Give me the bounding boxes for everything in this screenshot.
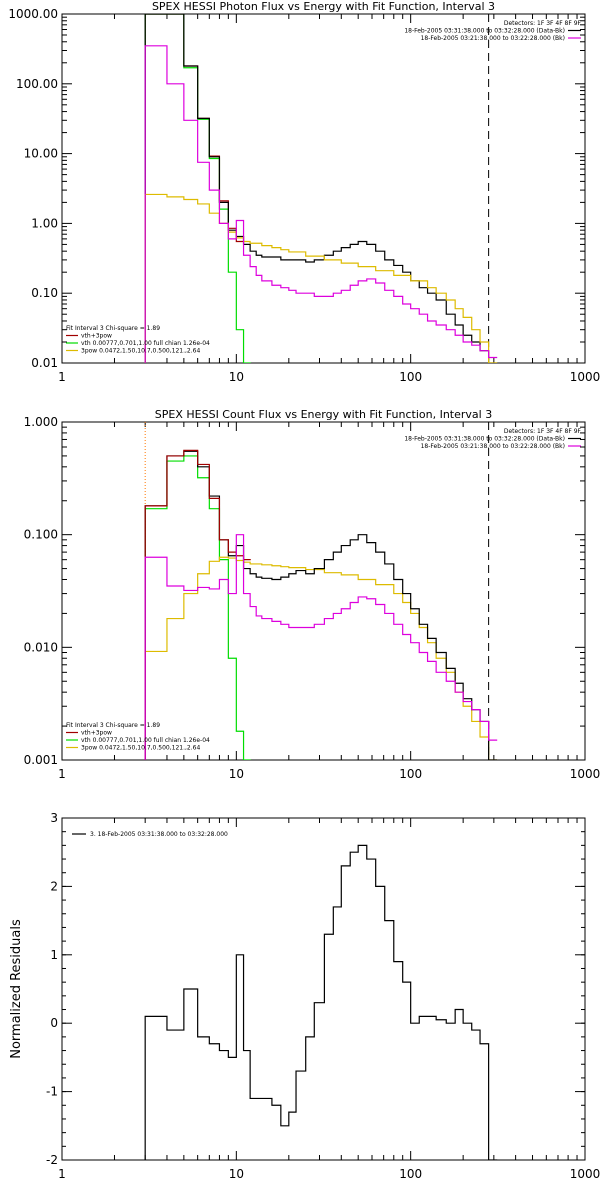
- y-tick-label: 10.00: [24, 147, 58, 161]
- y-tick-label: 100.00: [16, 77, 58, 91]
- x-tick-label: 10: [229, 370, 244, 384]
- series-group: [144, 14, 498, 363]
- y-tick-label: 1.00: [31, 216, 58, 230]
- legend-bottom: Fit Interval 3 Chi-square = 1.89vth+3pow…: [66, 325, 210, 355]
- legend-bottom-text: vth+3pow: [81, 333, 112, 340]
- chart-title: SPEX HESSI Count Flux vs Energy with Fit…: [155, 408, 492, 421]
- legend-top-text: Detectors: 1F 3F 4F 8F 9F: [504, 20, 582, 27]
- x-tick-label: 100: [399, 767, 422, 781]
- legend-top-text: 18-Feb-2005 03:31:38.000 to 03:32:28.000…: [404, 436, 565, 443]
- chart-title: SPEX HESSI Photon Flux vs Energy with Fi…: [152, 0, 495, 13]
- x-tick-label: 1: [58, 767, 66, 781]
- x-tick-label: 1000: [570, 1167, 600, 1181]
- legend-top-text: 18-Feb-2005 03:21:38.000 to 03:22:28.000…: [421, 35, 565, 42]
- legend-bottom-text: vth 0.00777,0.701,1.00 full chian 1.26e-…: [81, 340, 210, 347]
- y-tick-label: 0: [50, 1016, 58, 1030]
- series-line-pow: [144, 556, 498, 760]
- y-tick-label: 1.000: [24, 415, 58, 429]
- plot-frame: [61, 13, 586, 364]
- x-tick-label: 1: [58, 1167, 66, 1181]
- legend-bottom-text: 3pow 0.0472,1.50,10.7,0.500,121.,2.64: [81, 348, 200, 355]
- y-tick-label: -2: [46, 1153, 58, 1167]
- series-line-vth: [144, 14, 251, 363]
- x-tick-label: 100: [399, 370, 422, 384]
- series-line-data: [144, 844, 498, 1160]
- y-tick-label: 1000.00: [8, 7, 58, 21]
- series-line-vth: [144, 455, 251, 760]
- series-line-data: [144, 450, 498, 760]
- series-group: [144, 844, 498, 1160]
- chart-panel-3: 1 10 100 1000 -2 -1 0 1 2 3 Normalized Residuals 3.…: [9, 811, 600, 1181]
- y-tick-label: 0.010: [24, 640, 58, 654]
- legend-top-text: Detectors: 1F 3F 4F 8F 9F: [504, 428, 582, 435]
- series-line-bk: [144, 45, 498, 363]
- x-tick-label: 100: [399, 1167, 422, 1181]
- legend-residual: 3. 18-Feb-2005 03:31:38.000 to 03:32:28.…: [72, 831, 228, 838]
- legend-bottom-text: vth 0.00777,0.701,1.00 full chian 1.26e-…: [81, 737, 210, 744]
- x-tick-label: 10: [229, 767, 244, 781]
- legend-top-text: 18-Feb-2005 03:21:38.000 to 03:22:28.000…: [421, 443, 565, 450]
- x-tick-label: 1000: [570, 767, 600, 781]
- y-tick-label: -1: [46, 1085, 58, 1099]
- legend-top-text: 18-Feb-2005 03:31:38.000 to 03:32:28.000…: [404, 28, 565, 35]
- chart-panel-2: SPEX HESSI Count Flux vs Energy with Fit…: [24, 408, 600, 781]
- legend-bottom-title: Fit Interval 3 Chi-square = 1.89: [66, 325, 160, 332]
- chart-panel-1: SPEX HESSI Photon Flux vs Energy with Fi…: [8, 0, 600, 384]
- y-tick-label: 3: [50, 811, 58, 825]
- y-axis-label: Normalized Residuals: [9, 919, 24, 1059]
- y-tick-label: 0.100: [24, 528, 58, 542]
- y-tick-label: 2: [50, 879, 58, 893]
- legend-bottom: Fit Interval 3 Chi-square = 1.89vth+3pow…: [66, 722, 210, 752]
- y-tick-label: 1: [50, 948, 58, 962]
- x-tick-label: 1000: [570, 370, 600, 384]
- series-line-bk: [144, 534, 498, 760]
- y-tick-label: 0.01: [31, 356, 58, 370]
- legend-bottom-text: 3pow 0.0472,1.50,10.7,0.500,121.,2.64: [81, 745, 200, 752]
- y-tick-label: 0.001: [24, 753, 58, 767]
- x-tick-label: 1: [58, 370, 66, 384]
- series-group: [144, 449, 498, 760]
- plot-frame: [61, 817, 586, 1161]
- series-line-data: [144, 14, 498, 363]
- series-line-pow: [144, 193, 498, 363]
- legend-bottom-title: Fit Interval 3 Chi-square = 1.89: [66, 722, 160, 729]
- x-tick-label: 10: [229, 1167, 244, 1181]
- series-line-total: [144, 449, 251, 760]
- plot-frame: [61, 421, 586, 761]
- legend-residual-text: 3. 18-Feb-2005 03:31:38.000 to 03:32:28.…: [90, 831, 228, 838]
- legend-bottom-text: vth+3pow: [81, 730, 112, 737]
- y-tick-label: 0.10: [31, 286, 58, 300]
